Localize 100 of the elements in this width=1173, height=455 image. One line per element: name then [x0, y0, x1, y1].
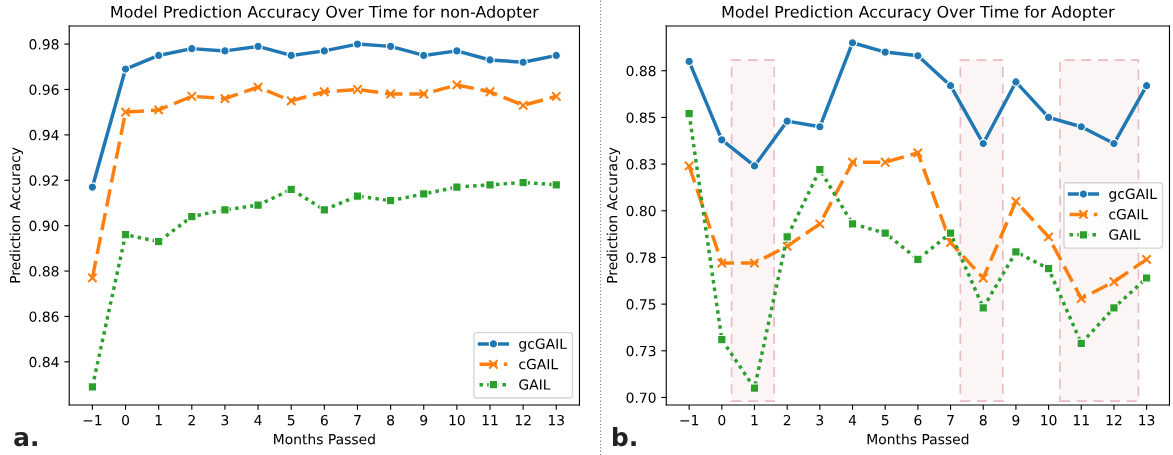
point — [815, 122, 825, 132]
point — [153, 104, 164, 116]
point — [220, 205, 230, 215]
point — [913, 51, 923, 61]
point — [352, 39, 363, 49]
legend-label: GAIL — [1109, 229, 1141, 240]
point — [1043, 263, 1054, 274]
point — [814, 218, 826, 230]
y-tick-label: 0.73 — [626, 345, 656, 357]
point — [485, 180, 495, 190]
x-tick-label: 7 — [947, 415, 954, 426]
point — [749, 161, 760, 171]
point — [847, 38, 858, 48]
x-tick-label: 3 — [221, 414, 229, 426]
point — [319, 46, 330, 56]
point — [684, 56, 694, 67]
point — [1141, 254, 1152, 265]
point — [451, 79, 463, 91]
point — [683, 160, 695, 172]
point — [120, 106, 131, 118]
x-tick-label: −1 — [680, 415, 699, 426]
point — [1141, 273, 1152, 283]
y-tick-label: 0.80 — [626, 205, 656, 217]
y-tick-label: 0.85 — [626, 112, 656, 123]
x-tick-label: 0 — [122, 414, 130, 426]
legend-label: gcGAIL — [1109, 188, 1157, 202]
point — [352, 84, 363, 95]
x-tick-label: 11 — [482, 415, 498, 426]
y-tick-label: 0.88 — [29, 266, 59, 277]
x-tick-label: −1 — [83, 415, 102, 426]
point — [782, 116, 792, 126]
x-tick-label: 1 — [751, 415, 758, 426]
x-tick-label: 10 — [449, 414, 465, 426]
x-tick-label: 9 — [420, 414, 428, 426]
x-tick-label: 8 — [979, 414, 987, 426]
x-tick-label: 5 — [287, 415, 295, 426]
point — [319, 86, 330, 97]
point — [187, 43, 197, 54]
point — [419, 50, 429, 61]
point — [551, 180, 561, 190]
point — [87, 272, 98, 284]
x-tick-label: 8 — [387, 414, 395, 426]
point — [1043, 231, 1054, 243]
point — [1043, 112, 1054, 123]
point — [1011, 247, 1021, 257]
x-tick-label: 2 — [188, 414, 195, 426]
point — [1141, 80, 1152, 91]
y-axis-title: Prediction Accuracy — [9, 147, 23, 283]
legend-label: cGAIL — [519, 358, 559, 370]
y-tick-label: 0.75 — [626, 299, 656, 310]
x-tick-label: 4 — [254, 415, 262, 426]
point — [286, 50, 296, 61]
x-tick-label: 3 — [816, 414, 824, 426]
legend-label: gcGAIL — [519, 338, 567, 352]
point — [220, 46, 230, 56]
point — [352, 191, 363, 201]
point — [219, 93, 231, 104]
y-tick-label: 0.98 — [29, 39, 59, 50]
point — [978, 138, 988, 149]
text: b. — [613, 426, 636, 447]
point — [253, 41, 263, 52]
point — [1109, 303, 1119, 313]
x-tick-label: 6 — [914, 414, 922, 426]
point — [517, 100, 529, 111]
legend-label: cGAIL — [1109, 208, 1149, 220]
point — [551, 91, 562, 102]
y-tick-label: 0.90 — [29, 220, 59, 232]
point — [1108, 276, 1120, 287]
y-tick-label: 0.92 — [29, 175, 59, 186]
point — [717, 135, 727, 145]
x-tick-label: 6 — [320, 414, 328, 426]
point — [385, 41, 396, 52]
point — [880, 228, 890, 238]
y-tick-label: 0.70 — [626, 392, 656, 403]
point — [716, 257, 728, 269]
point — [485, 55, 495, 65]
text: a. — [14, 431, 37, 447]
point — [1011, 77, 1021, 87]
point — [945, 228, 956, 238]
point — [385, 88, 396, 100]
point — [880, 47, 890, 57]
x-tick-label: 12 — [515, 414, 531, 426]
point — [1010, 196, 1022, 207]
x-tick-label: 0 — [718, 414, 726, 426]
point — [847, 157, 858, 168]
y-axis-title: Prediction Accuracy — [606, 147, 621, 283]
point — [419, 189, 429, 199]
point — [978, 303, 988, 313]
point — [551, 50, 561, 61]
y-tick-label: 0.96 — [29, 84, 59, 95]
point — [1076, 338, 1086, 349]
x-tick-label: 13 — [548, 414, 564, 426]
point — [749, 383, 760, 393]
y-tick-label: 0.86 — [29, 311, 59, 322]
x-tick-label: 13 — [1139, 414, 1155, 426]
point — [87, 182, 98, 192]
x-tick-label: 5 — [881, 415, 889, 426]
point — [879, 157, 891, 168]
point — [749, 257, 760, 269]
y-tick-label: 0.88 — [626, 65, 656, 77]
